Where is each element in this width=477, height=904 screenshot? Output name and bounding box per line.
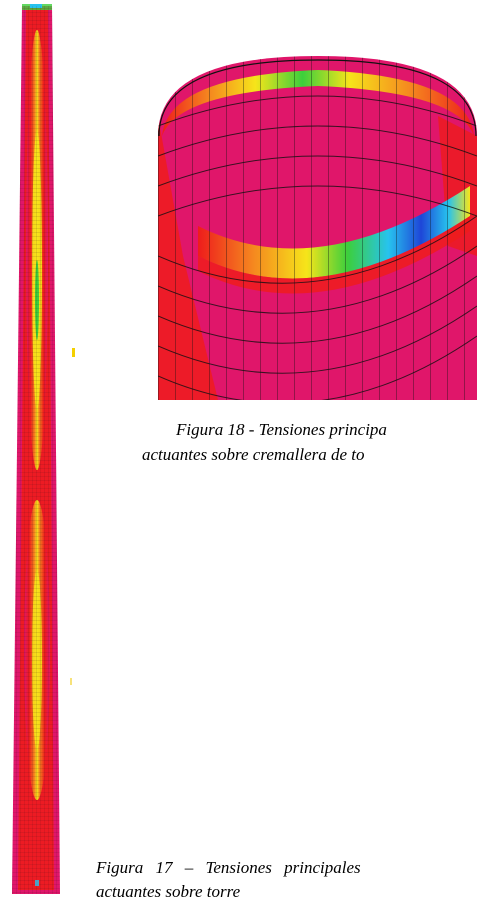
figure-18-caption-line2: actuantes sobre cremallera de to (142, 445, 365, 464)
tower-mesh-plot (12, 4, 60, 894)
figure-17-caption-line2: actuantes sobre torre (96, 882, 241, 901)
figure-18-caption-line1: Figura 18 - Tensiones principa (176, 420, 387, 439)
tower-stress-figure (8, 0, 70, 894)
stray-mark (72, 348, 75, 357)
stray-mark (70, 678, 72, 685)
rack-ring-plot (158, 56, 477, 400)
figure-17-caption-line1: Figura 17 – Tensiones principales (96, 858, 361, 877)
rack-ring-stress-figure (158, 56, 477, 400)
